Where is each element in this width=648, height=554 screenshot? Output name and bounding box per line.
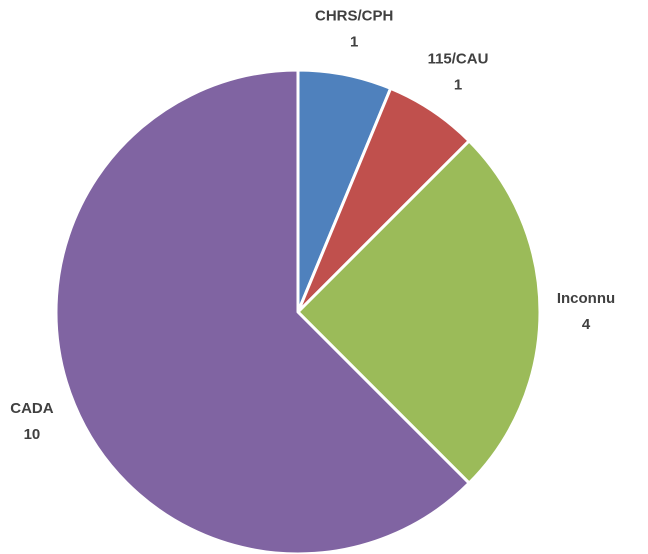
- slice-label: CHRS/CPH: [315, 8, 393, 25]
- slice-label: 115/CAU: [428, 51, 489, 68]
- slice-value: 1: [454, 77, 462, 94]
- slice-value: 4: [582, 316, 591, 333]
- pie-slice: [296, 139, 542, 485]
- slice-value: 10: [24, 426, 41, 443]
- pie-slice: [54, 68, 471, 554]
- slice-value: 1: [350, 34, 358, 51]
- slice-label: CADA: [10, 400, 53, 417]
- slice-label: Inconnu: [557, 290, 615, 307]
